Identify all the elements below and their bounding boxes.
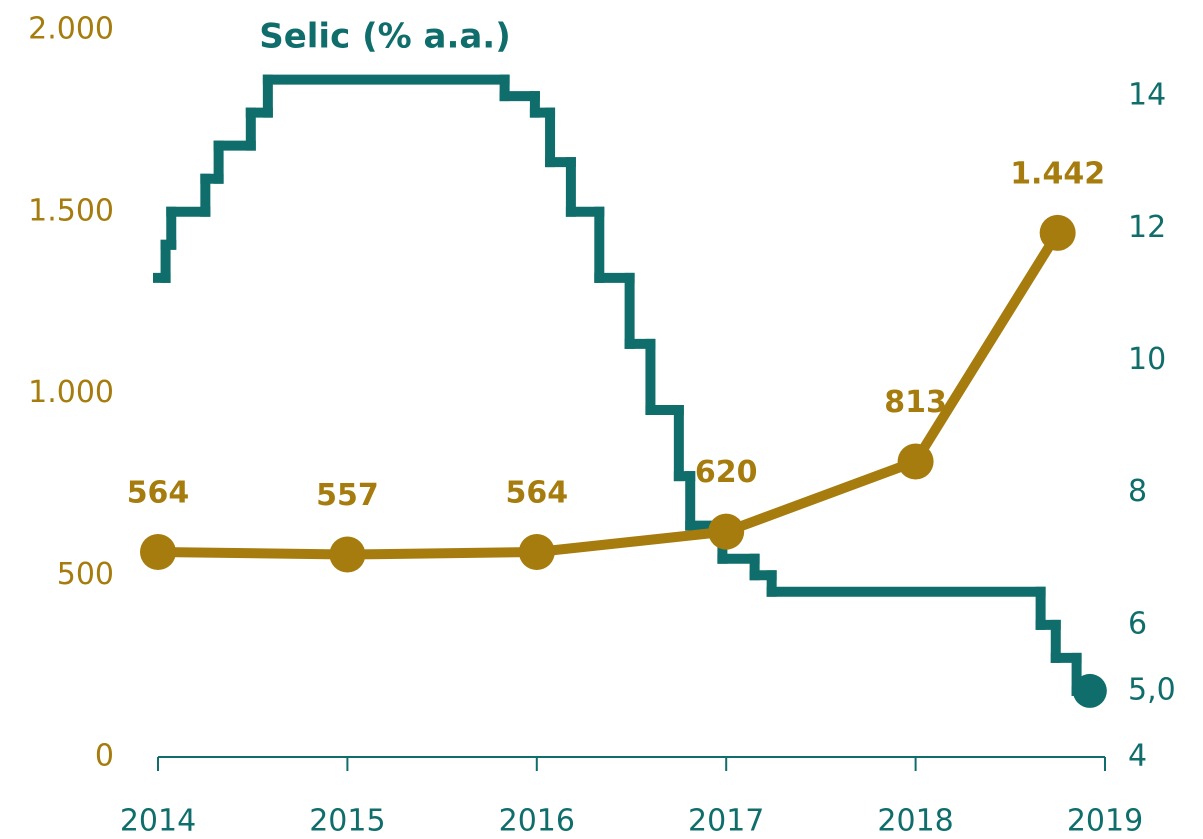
y2-tick-label: 4 xyxy=(1128,739,1147,774)
marker xyxy=(518,533,555,570)
x-tick-label: 2014 xyxy=(120,804,196,839)
data-label: 564 xyxy=(505,475,568,510)
y2-tick-label: 12 xyxy=(1128,210,1166,245)
y-tick-label: 1.500 xyxy=(28,193,114,228)
line xyxy=(157,230,1062,560)
y2-tick-label: 8 xyxy=(1128,474,1147,509)
x-tick-label: 2017 xyxy=(688,804,764,839)
data-label: 813 xyxy=(884,385,947,420)
x-tick-label: 2018 xyxy=(877,804,953,839)
x-tick-label: 2019 xyxy=(1067,804,1143,839)
marker xyxy=(140,533,176,570)
y2-tick-label: 5,0 xyxy=(1128,672,1176,707)
y-tick-label: 2.000 xyxy=(28,12,114,47)
y2-tick-label: 6 xyxy=(1128,606,1147,641)
end-marker xyxy=(1072,673,1107,708)
marker xyxy=(708,513,745,550)
marker xyxy=(329,536,366,573)
data-label: 564 xyxy=(127,475,190,510)
y-tick-label: 0 xyxy=(95,739,114,774)
x-tick-label: 2015 xyxy=(309,804,385,839)
marker xyxy=(1039,214,1076,251)
y2-tick-label: 14 xyxy=(1128,78,1166,113)
chart-title: Selic (% a.a.) xyxy=(259,17,511,57)
data-label: 620 xyxy=(695,455,758,490)
y2-tick-label: 10 xyxy=(1128,342,1166,377)
marker xyxy=(897,443,934,480)
y-tick-label: 500 xyxy=(57,557,114,592)
data-label: 557 xyxy=(316,478,379,513)
y-tick-label: 1.000 xyxy=(28,375,114,410)
x-tick-label: 2016 xyxy=(499,804,575,839)
data-label: 1.442 xyxy=(1010,156,1105,191)
